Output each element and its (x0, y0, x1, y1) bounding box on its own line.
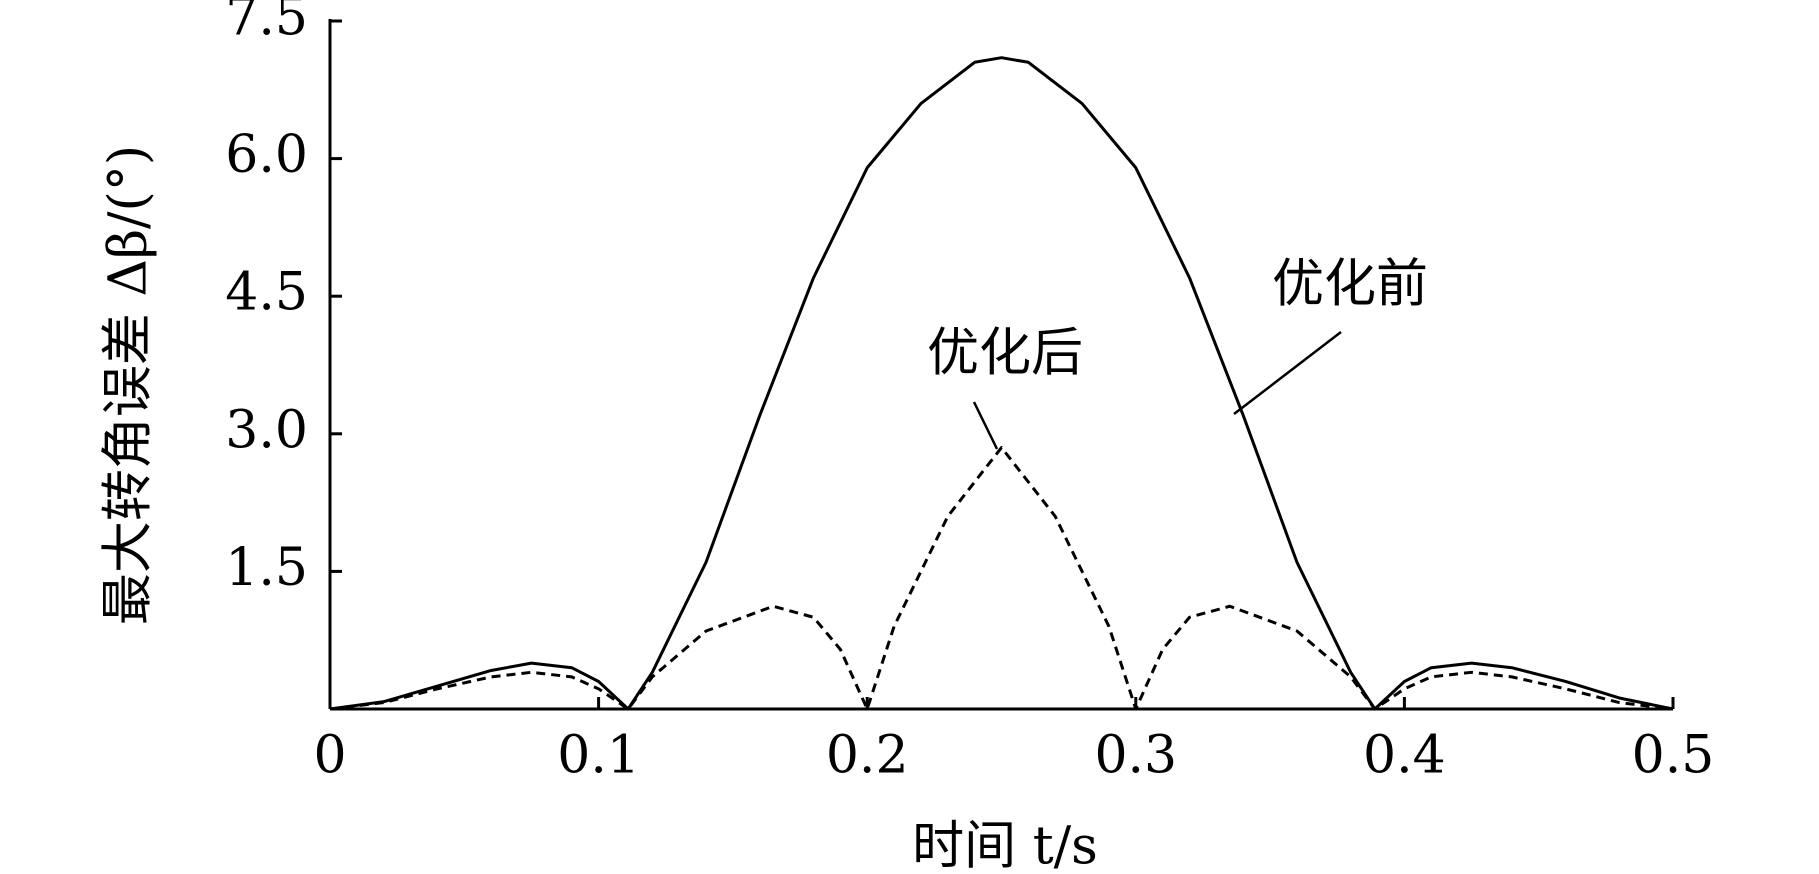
y-tick-label: 4.5 (225, 263, 308, 323)
y-tick-label: 6.0 (225, 125, 308, 185)
series-line (329, 446, 1674, 711)
annotation: 优化后 (927, 324, 1083, 384)
x-tick-label: 0 (313, 726, 346, 786)
annotation: 优化前 (1272, 255, 1428, 315)
y-axis-label: 最大转角误差 Δβ/(°) (99, 145, 159, 625)
annotation-leader (1233, 331, 1342, 415)
y-tick-label: 7.5 (225, 0, 308, 48)
x-tick-label: 0.5 (1632, 726, 1715, 786)
x-tick-label: 0.3 (1094, 726, 1177, 786)
x-tick-label: 0.2 (826, 726, 909, 786)
y-tick-label: 1.5 (225, 538, 308, 598)
x-tick-label: 0.1 (557, 726, 640, 786)
x-axis-label: 时间 t/s (912, 817, 1098, 874)
x-tick-label: 0.4 (1363, 726, 1446, 786)
series-line (329, 56, 1674, 711)
y-tick-label: 3.0 (225, 400, 308, 460)
annotation-leader (972, 401, 999, 450)
